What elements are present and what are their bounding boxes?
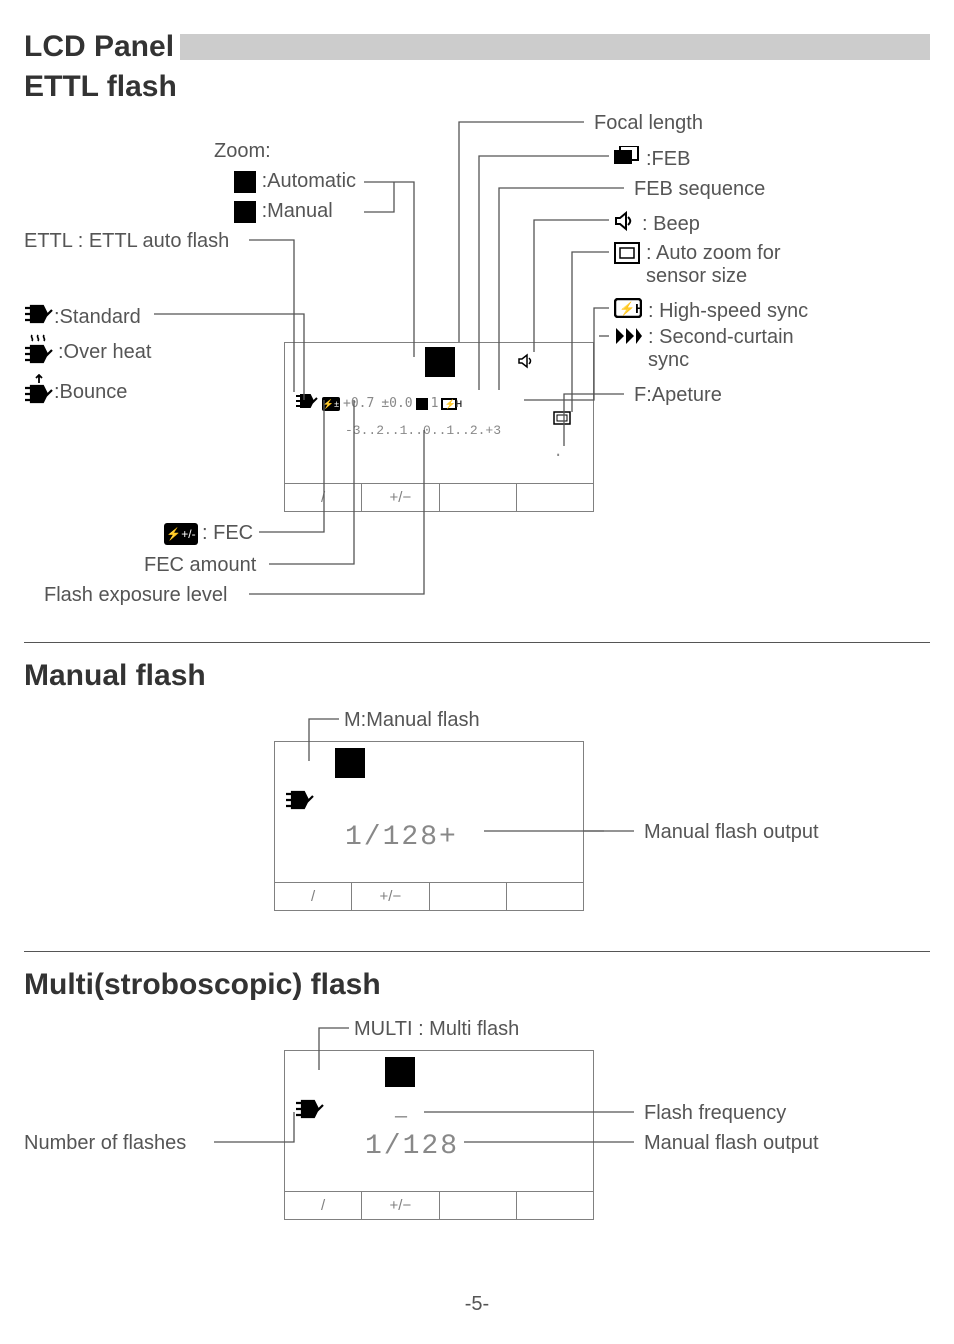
feb-row: :FEB — [614, 146, 690, 172]
cell-pm: +/− — [362, 483, 439, 511]
page-title: LCD Panel — [24, 30, 174, 64]
fec-icon: ⚡+/- — [164, 523, 198, 545]
aperture-label: F:Apeture — [634, 384, 722, 407]
feb-label: :FEB — [646, 148, 690, 171]
hss-mini-icon: ⚡H — [441, 398, 457, 410]
manual-diagram: 1/128+ / +/− M:Manual flash Manual flash… — [24, 701, 930, 931]
zoom-auto-row: :Automatic — [234, 170, 356, 193]
zoom-manual-row: :Manual — [234, 200, 333, 223]
aperture-dot: . — [553, 443, 563, 461]
fec-row: ⚡+/- : FEC — [164, 522, 253, 545]
beep-lcd-icon — [517, 353, 533, 374]
beep-icon — [614, 210, 636, 238]
auto-zoom-mini-icon — [553, 411, 571, 430]
status-row: ⚡± +0.7 ±0.0 1 ⚡H — [295, 393, 457, 414]
page-number: -5- — [0, 1293, 954, 1316]
manual-output-label: Manual flash output — [644, 821, 819, 844]
mu-cell-slash: / — [285, 1191, 362, 1219]
multi-output-label: Manual flash output — [644, 1132, 819, 1155]
mu-cell-empty2 — [517, 1191, 593, 1219]
divider-2 — [24, 951, 930, 952]
cell-empty1 — [440, 483, 517, 511]
beep-row: : Beep — [614, 210, 700, 238]
feb-seq-label: FEB sequence — [634, 178, 765, 201]
bounce-label: :Bounce — [54, 381, 127, 404]
page-title-row: LCD Panel — [24, 30, 930, 64]
ettl-diagram: ⚡± +0.7 ±0.0 1 ⚡H -3..2..1..0..1..2.+3 .… — [24, 112, 930, 622]
manual-status-icon — [285, 790, 315, 815]
feb-seq-value: 1 — [431, 396, 439, 411]
multi-mode-indicator-icon — [385, 1057, 415, 1087]
fec-value: +0.7 — [343, 396, 374, 411]
zoom-indicator-icon — [425, 347, 455, 377]
svg-text:⚡H: ⚡H — [619, 301, 642, 317]
title-bar-fill — [180, 34, 930, 60]
standard-row: :Standard — [24, 304, 141, 330]
manual-lcd: 1/128+ / +/− — [274, 741, 584, 911]
zoom-manual-label: :Manual — [262, 200, 333, 222]
second-curtain-icon — [614, 326, 642, 352]
flash-freq-label: Flash frequency — [644, 1102, 786, 1125]
zoom-auto-label: :Automatic — [262, 170, 356, 192]
ettl-lcd-bottom: / +/− — [285, 483, 593, 511]
overheat-icon — [24, 334, 54, 370]
bounce-row: :Bounce — [24, 374, 127, 410]
overheat-row: :Over heat — [24, 334, 151, 370]
m-cell-empty2 — [507, 882, 583, 910]
mu-cell-empty1 — [440, 1191, 517, 1219]
multi-lcd: — 1/128 / +/− — [284, 1050, 594, 1220]
exposure-scale: -3..2..1..0..1..2.+3 — [345, 423, 501, 438]
autozoom-icon — [614, 242, 640, 270]
cell-empty2 — [517, 483, 593, 511]
mu-cell-pm: +/− — [362, 1191, 439, 1219]
standard-label: :Standard — [54, 306, 141, 329]
flash-status-icon — [295, 393, 319, 414]
cell-slash: / — [285, 483, 362, 511]
m-cell-empty1 — [430, 882, 507, 910]
ettl-heading: ETTL flash — [24, 70, 930, 104]
multi-heading: Multi(stroboscopic) flash — [24, 968, 930, 1002]
fec-badge-icon: ⚡± — [322, 397, 340, 411]
zoom-auto-icon — [234, 171, 256, 193]
ettl-auto-label: ETTL : ETTL auto flash — [24, 230, 229, 253]
manual-heading: Manual flash — [24, 659, 930, 693]
autozoom-row: : Auto zoom forsensor size — [614, 242, 781, 288]
focal-length-label: Focal length — [594, 112, 703, 135]
feb-mini-icon — [416, 398, 428, 410]
zoom-manual-icon — [234, 201, 256, 223]
hss-icon: ⚡H — [614, 298, 642, 324]
bounce-icon — [24, 374, 54, 410]
multi-flash-label: MULTI : Multi flash — [354, 1018, 519, 1041]
autozoom-label: : Auto zoom forsensor size — [646, 242, 781, 288]
manual-lcd-bottom: / +/− — [275, 882, 583, 910]
num-flashes-label: Number of flashes — [24, 1132, 186, 1155]
manual-output-value: 1/128+ — [345, 822, 458, 853]
m-cell-pm: +/− — [352, 882, 429, 910]
feb-value: ±0.0 — [381, 396, 412, 411]
multi-lcd-bottom: / +/− — [285, 1191, 593, 1219]
second-curtain-label: : Second-curtainsync — [648, 326, 794, 372]
feb-icon — [614, 146, 640, 172]
hss-label: : High-speed sync — [648, 300, 808, 323]
divider-1 — [24, 642, 930, 643]
overheat-label: :Over heat — [58, 341, 151, 364]
second-curtain-row: : Second-curtainsync — [614, 326, 794, 372]
fec-amount-label: FEC amount — [144, 554, 256, 577]
beep-label: : Beep — [642, 213, 700, 236]
m-manual-label: M:Manual flash — [344, 709, 480, 732]
multi-output-value: 1/128 — [365, 1131, 459, 1162]
fec-label: : FEC — [202, 522, 253, 545]
m-cell-slash: / — [275, 882, 352, 910]
ettl-lcd: ⚡± +0.7 ±0.0 1 ⚡H -3..2..1..0..1..2.+3 .… — [284, 342, 594, 512]
standard-icon — [24, 304, 54, 330]
flash-exp-label: Flash exposure level — [44, 584, 227, 607]
zoom-label: Zoom: — [214, 140, 271, 163]
multi-freq-dash: — — [395, 1106, 407, 1129]
hss-row: ⚡H : High-speed sync — [614, 298, 808, 324]
multi-status-icon — [295, 1099, 325, 1124]
multi-diagram: — 1/128 / +/− MULTI : Multi flash Flash … — [24, 1010, 930, 1240]
manual-mode-indicator-icon — [335, 748, 365, 778]
